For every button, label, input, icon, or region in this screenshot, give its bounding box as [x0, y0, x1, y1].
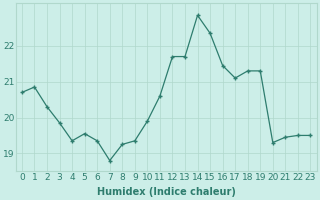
X-axis label: Humidex (Indice chaleur): Humidex (Indice chaleur): [97, 187, 236, 197]
